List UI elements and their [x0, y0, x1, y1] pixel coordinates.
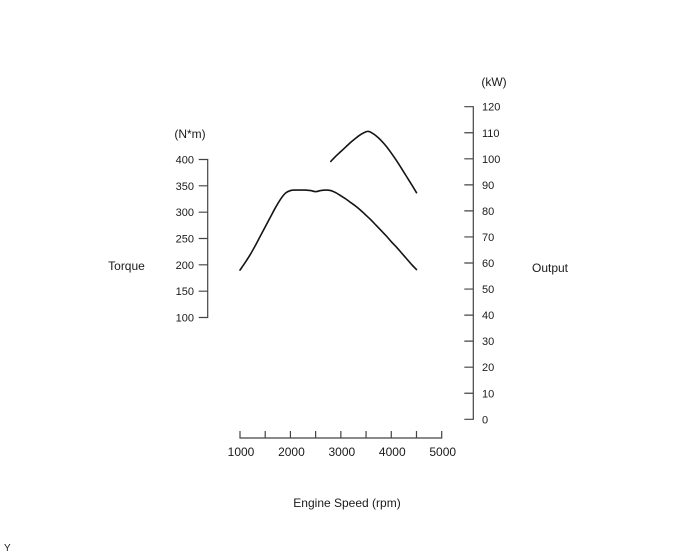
right-axis-tick-label: 80 — [482, 206, 494, 218]
left-axis-unit-label: (N*m) — [174, 127, 206, 141]
right-axis-tick-label: 20 — [482, 362, 494, 374]
torque-curve — [239, 189, 418, 271]
right-axis-unit-label: (kW) — [481, 75, 507, 89]
x-axis-tick-label: 4000 — [379, 445, 406, 459]
right-axis-title: Output — [531, 261, 569, 275]
right-axis-tick-label: 60 — [482, 258, 494, 270]
page-corner-label: Y — [4, 543, 11, 554]
x-axis-tick-label: 5000 — [429, 445, 456, 459]
left-axis-title: Torque — [108, 259, 145, 273]
left-axis-tick-label: 350 — [176, 181, 194, 193]
right-axis-tick-label: 120 — [482, 102, 500, 114]
left-axis-tick-label: 250 — [176, 234, 194, 246]
right-axis-tick-label: 10 — [482, 388, 494, 400]
right-axis-tick-label: 30 — [482, 336, 494, 348]
right-axis-tick-label: 40 — [482, 310, 494, 322]
output-curve — [329, 130, 418, 194]
right-axis-tick-label: 0 — [482, 414, 488, 426]
left-axis-tick-label: 300 — [176, 207, 194, 219]
x-axis-tick-label: 1000 — [228, 445, 255, 459]
left-axis-line — [198, 158, 209, 319]
left-axis-tick-label: 200 — [176, 260, 194, 272]
x-axis-tick-label: 3000 — [328, 445, 355, 459]
left-axis-tick-label: 400 — [176, 155, 194, 167]
right-axis-tick-label: 50 — [482, 284, 494, 296]
right-axis-tick-label: 90 — [482, 180, 494, 192]
right-axis-tick-label: 110 — [482, 128, 500, 140]
left-axis-tick-label: 100 — [176, 313, 194, 325]
right-axis-tick-label: 100 — [482, 154, 500, 166]
x-axis-line — [239, 431, 443, 439]
x-axis-tick-label: 2000 — [278, 445, 305, 459]
x-axis-title: Engine Speed (rpm) — [293, 496, 401, 510]
right-axis-line — [464, 106, 474, 420]
left-axis-tick-label: 150 — [176, 286, 194, 298]
right-axis-tick-label: 70 — [482, 232, 494, 244]
